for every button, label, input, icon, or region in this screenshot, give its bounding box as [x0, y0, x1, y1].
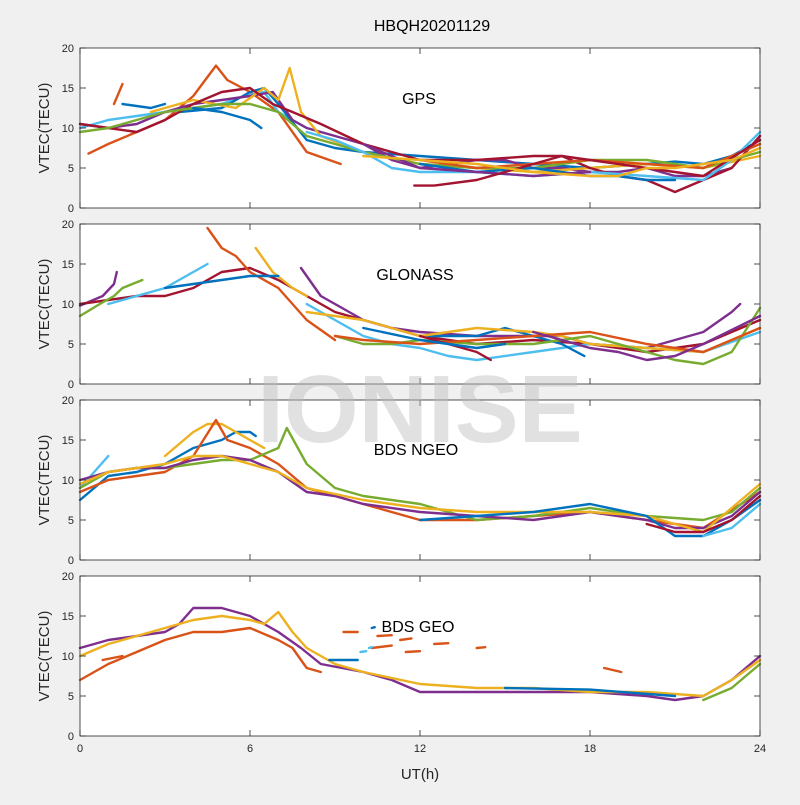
x-tick-label: 12 — [414, 743, 426, 755]
y-tick-label: 5 — [68, 339, 74, 351]
y-tick-label: 0 — [68, 555, 74, 567]
panel-3: 0 5 10 15 20 VTEC(TECU) BDS NGEO — [36, 395, 762, 567]
series-line-16 — [192, 106, 263, 130]
y-axis-label: VTEC(TECU) — [36, 83, 53, 174]
y-tick-label: 15 — [62, 435, 74, 447]
y-tick-label: 15 — [62, 259, 74, 271]
series-fragment-11 — [367, 646, 373, 650]
series-line-13 — [362, 142, 592, 178]
y-tick-label: 5 — [68, 515, 74, 527]
plot-area — [80, 48, 760, 208]
series-line-1 — [87, 64, 342, 166]
panel-1: 0 5 10 15 20 VTEC(TECU) GPS — [36, 43, 762, 215]
series-line-8 — [418, 498, 762, 538]
y-tick-label: 10 — [62, 475, 74, 487]
series-line-3 — [78, 626, 322, 682]
panel-2: 0 5 10 15 20 VTEC(TECU) GLONASS — [36, 219, 762, 391]
panels: 0 5 10 15 20 VTEC(TECU) GPS 0 5 10 15 20 VTEC(TECU) G… — [36, 43, 766, 755]
y-tick-label: 20 — [62, 219, 74, 231]
x-tick-label: 18 — [584, 743, 596, 755]
series-fragment-5 — [404, 650, 422, 654]
series-line-12 — [418, 142, 762, 170]
y-tick-label: 15 — [62, 611, 74, 623]
series-line-14 — [413, 138, 762, 187]
series-fragment-3 — [376, 634, 393, 638]
y-tick-label: 10 — [62, 123, 74, 135]
series-line-9 — [645, 494, 762, 534]
panel-title: BDS NGEO — [374, 442, 458, 459]
x-tick-label: 0 — [77, 743, 83, 755]
series-line-8 — [299, 266, 742, 350]
panel-title: GPS — [402, 91, 436, 108]
y-tick-label: 5 — [68, 691, 74, 703]
figure-title: HBQH20201129 — [374, 18, 490, 35]
series-line-15 — [532, 314, 762, 362]
plot-area — [80, 576, 760, 736]
y-axis-label: VTEC(TECU) — [36, 435, 53, 526]
y-tick-label: 10 — [62, 651, 74, 663]
series-line-2 — [121, 102, 167, 110]
series-fragment-10 — [359, 650, 368, 654]
series-line-7 — [78, 454, 762, 534]
panel-title: BDS GEO — [382, 619, 455, 636]
series-line-15 — [362, 146, 762, 178]
series-fragment-6 — [433, 642, 450, 646]
series-line-6 — [702, 662, 762, 702]
panel-4: 0 6 12 18 24 0 5 10 15 20 VTEC(TECU) BDS GEO — [36, 571, 766, 755]
x-tick-label: 24 — [754, 743, 766, 755]
series-fragment-9 — [370, 626, 376, 630]
series-fragment-7 — [475, 646, 487, 650]
series-fragment-4 — [399, 637, 413, 642]
panel-title: GLONASS — [376, 267, 453, 284]
y-tick-label: 0 — [68, 203, 74, 215]
series-fragment-2 — [370, 644, 393, 650]
series-line-6 — [254, 246, 308, 298]
series-line-4 — [101, 654, 124, 662]
series-line-5 — [603, 666, 623, 674]
series-line-16 — [362, 326, 507, 350]
y-tick-label: 20 — [62, 571, 74, 583]
y-axis-label: VTEC(TECU) — [36, 259, 53, 350]
watermark: IONISE — [257, 356, 582, 463]
y-tick-label: 0 — [68, 731, 74, 743]
x-axis-label: UT(h) — [401, 766, 439, 783]
series-line-5 — [178, 86, 762, 170]
y-tick-label: 20 — [62, 395, 74, 407]
series-line-6 — [78, 454, 762, 530]
series-line-13 — [333, 326, 762, 354]
series-line-3 — [112, 82, 124, 106]
series-line-7 — [163, 274, 280, 290]
series-line-3 — [78, 278, 144, 318]
plot-area — [80, 400, 760, 560]
series-line-1 — [78, 606, 762, 702]
series-line-5 — [206, 226, 337, 342]
y-tick-label: 10 — [62, 299, 74, 311]
series-line-7 — [503, 686, 677, 698]
y-axis-label: VTEC(TECU) — [36, 611, 53, 702]
y-tick-label: 5 — [68, 163, 74, 175]
x-tick-label: 6 — [247, 743, 253, 755]
series-line-10 — [702, 502, 762, 538]
series-line-8 — [78, 86, 762, 194]
series-line-14 — [418, 334, 492, 362]
plot-area — [80, 224, 760, 384]
y-tick-label: 0 — [68, 379, 74, 391]
y-tick-label: 20 — [62, 43, 74, 55]
series-line-1 — [78, 270, 118, 307]
y-tick-label: 15 — [62, 83, 74, 95]
